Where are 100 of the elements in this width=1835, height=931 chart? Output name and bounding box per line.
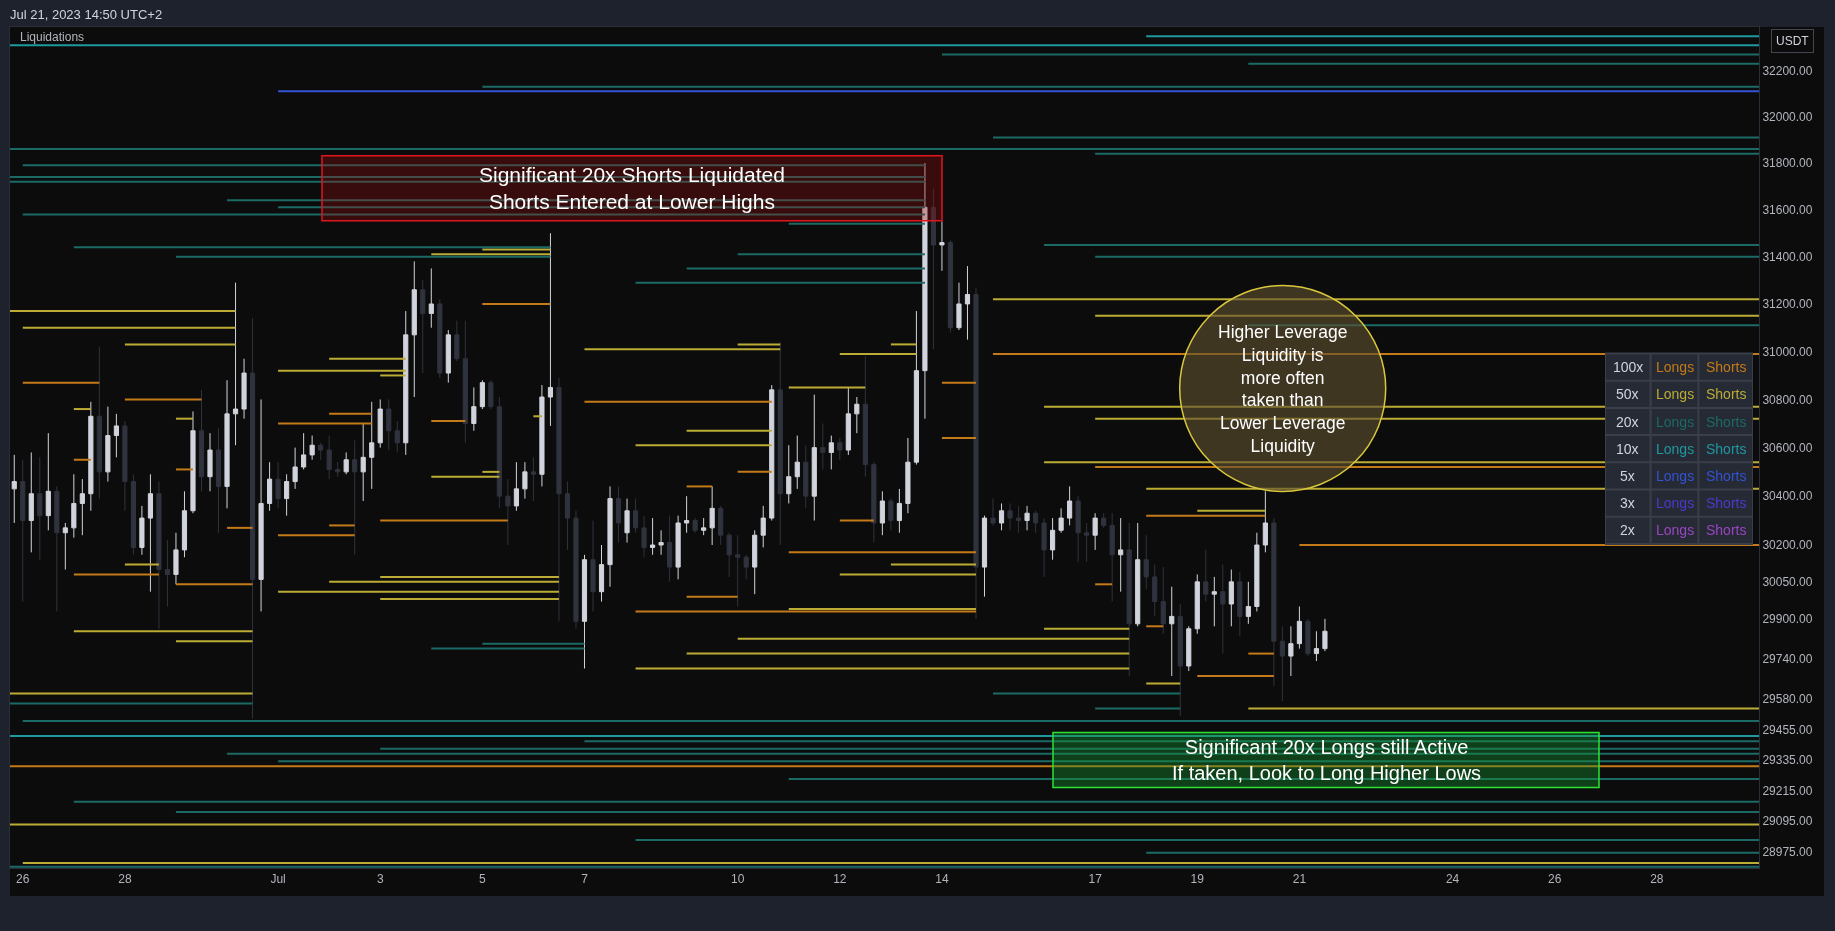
annotation: Longs xyxy=(1656,468,1695,484)
candlestick xyxy=(215,427,222,534)
candlestick xyxy=(1058,507,1064,534)
x-tick-label: 19 xyxy=(1190,872,1205,887)
candlestick xyxy=(1067,485,1073,526)
candlestick xyxy=(1254,532,1260,612)
x-tick-label: 10 xyxy=(731,872,745,887)
annotation: Shorts xyxy=(1706,414,1747,430)
y-tick-label: 31200.00 xyxy=(1762,297,1813,312)
candlestick xyxy=(105,406,111,483)
candlestick xyxy=(684,495,690,534)
candlestick xyxy=(769,384,775,522)
candlestick xyxy=(828,435,834,470)
annotation: 2x xyxy=(1620,522,1635,538)
candlestick xyxy=(939,220,945,272)
candlestick xyxy=(428,267,434,329)
candlestick xyxy=(394,420,400,453)
candlestick xyxy=(28,451,34,553)
candlestick xyxy=(377,398,383,449)
x-tick-label: 12 xyxy=(833,872,847,887)
annotation: Shorts xyxy=(1706,359,1747,375)
y-tick-label: 29740.00 xyxy=(1762,651,1813,666)
candlestick xyxy=(726,532,732,578)
candlestick xyxy=(1186,625,1192,672)
candlestick xyxy=(335,461,341,478)
candlestick xyxy=(820,423,826,470)
candlestick xyxy=(488,379,494,410)
candlestick xyxy=(1211,576,1217,627)
y-tick-label: 31000.00 xyxy=(1762,344,1813,359)
candlestick xyxy=(1152,564,1158,617)
candlestick xyxy=(922,162,928,420)
y-axis-title: USDT xyxy=(1776,34,1810,48)
candlestick xyxy=(505,478,511,546)
candlestick xyxy=(130,473,136,556)
y-tick-label: 30050.00 xyxy=(1762,575,1813,590)
candlestick xyxy=(249,317,256,720)
x-tick-label: 28 xyxy=(118,872,132,887)
y-tick-label: 30200.00 xyxy=(1762,538,1813,553)
candlestick xyxy=(1135,522,1141,627)
candlestick xyxy=(990,498,996,526)
candlestick xyxy=(803,444,809,509)
candlestick xyxy=(888,498,894,531)
annotation: Significant 20x Longs still Active If taken, Look to Long Higher Lows xyxy=(1172,736,1482,784)
candlestick xyxy=(11,454,17,524)
candlestick xyxy=(122,420,128,512)
y-tick-label: 29580.00 xyxy=(1762,691,1813,706)
candlestick xyxy=(913,310,919,466)
candlestick xyxy=(198,389,205,492)
candlestick xyxy=(267,461,273,512)
candlestick xyxy=(1313,630,1320,662)
x-tick-label: 28 xyxy=(1650,872,1664,887)
annotation: Shorts xyxy=(1706,468,1747,484)
candlestick xyxy=(530,456,537,502)
candlestick xyxy=(352,439,358,556)
x-tick-label: 3 xyxy=(376,872,384,887)
candlestick xyxy=(947,239,954,333)
candlestick xyxy=(837,437,843,461)
chart-title: Jul 21, 2023 14:50 UTC+2 xyxy=(10,6,163,22)
candlestick xyxy=(573,510,579,630)
candlestick xyxy=(292,447,298,490)
annotation: Longs xyxy=(1656,495,1695,511)
candlestick xyxy=(445,329,451,384)
candlestick xyxy=(718,505,724,546)
x-tick-label: 21 xyxy=(1292,872,1307,887)
candlestick xyxy=(1288,625,1294,677)
annotation: 5x xyxy=(1620,468,1635,484)
y-tick-label: 30800.00 xyxy=(1762,392,1813,407)
candlestick xyxy=(871,461,877,544)
candlestick xyxy=(1228,569,1234,627)
candlestick xyxy=(113,413,119,458)
candlestick xyxy=(845,386,851,456)
candlestick xyxy=(462,320,468,444)
candlestick xyxy=(1220,564,1226,655)
annotation: Longs xyxy=(1656,414,1695,430)
candlestick xyxy=(1203,549,1209,603)
candlestick xyxy=(156,481,162,630)
candlestick xyxy=(96,346,102,500)
candlestick xyxy=(54,485,60,612)
y-tick-label: 28975.00 xyxy=(1762,844,1813,859)
annotation: Shorts xyxy=(1706,386,1747,402)
candlestick xyxy=(1041,517,1047,578)
candlestick xyxy=(62,522,68,571)
candlestick xyxy=(556,377,562,622)
candlestick xyxy=(343,451,349,475)
candlestick xyxy=(667,515,673,583)
candlestick xyxy=(590,520,596,612)
x-tick-label: 17 xyxy=(1088,872,1103,887)
candlestick xyxy=(930,188,937,350)
x-tick-label: 7 xyxy=(581,872,589,887)
candlestick xyxy=(1032,510,1039,534)
annotation: Shorts xyxy=(1706,441,1747,457)
candlestick xyxy=(1305,618,1311,657)
annotation: 50x xyxy=(1616,386,1639,402)
candlestick xyxy=(1015,505,1022,534)
candlestick xyxy=(564,481,571,551)
annotation: Significant 20x Shorts Liquidated Shorts Entered at Lower Highs xyxy=(479,163,785,214)
candlestick xyxy=(207,432,213,492)
y-tick-label: 31800.00 xyxy=(1762,156,1813,171)
annotation: Longs xyxy=(1656,522,1695,538)
chart-subtitle: Liquidations xyxy=(20,30,85,44)
